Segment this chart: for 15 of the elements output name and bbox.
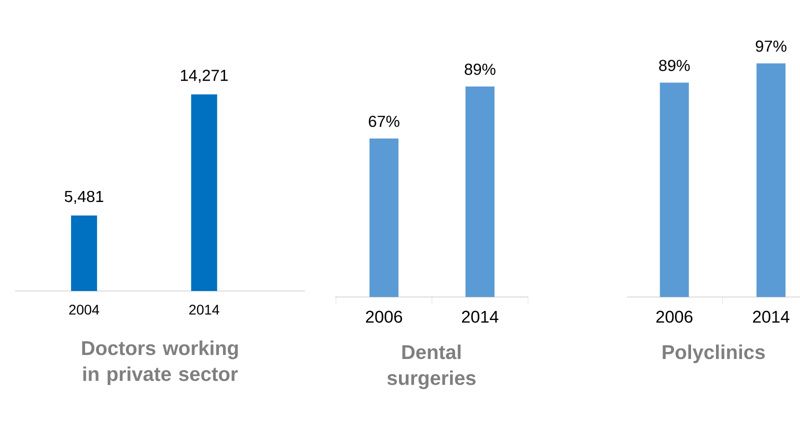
data-label: 89% <box>659 60 690 72</box>
text: Doctors working in private sector <box>82 340 238 386</box>
x-tick-label: 2006 <box>656 310 692 323</box>
text: Polyclinics <box>662 344 765 364</box>
text: Dental surgeries <box>387 344 476 390</box>
data-label: 97% <box>756 40 786 52</box>
x-tick-label: 2014 <box>189 304 220 315</box>
data-label: 14,271 <box>180 70 228 83</box>
x-tick-label: 2004 <box>69 304 100 315</box>
x-tick-label: 2006 <box>366 310 402 323</box>
x-tick-label: 2014 <box>462 310 498 323</box>
data-label: 5,481 <box>64 190 104 204</box>
data-label: 89% <box>464 64 496 75</box>
data-label: 67% <box>368 116 400 127</box>
x-tick-label: 2014 <box>753 310 790 323</box>
